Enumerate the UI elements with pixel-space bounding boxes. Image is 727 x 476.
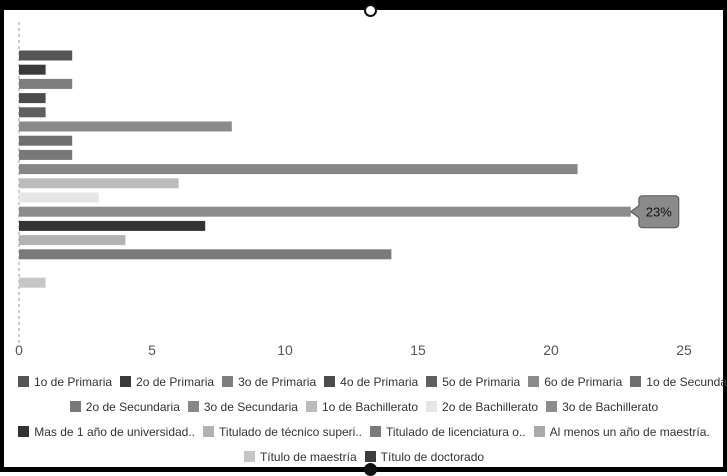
legend-swatch — [630, 376, 642, 387]
legend-swatch — [546, 401, 558, 412]
bar-7[interactable] — [19, 149, 73, 160]
legend-label: 3o de Primaria — [238, 375, 317, 389]
bar-5[interactable] — [19, 121, 232, 132]
legend-label: 4o de Primaria — [340, 375, 419, 389]
legend-label: 6o de Primaria — [544, 375, 623, 389]
bar-0[interactable] — [19, 50, 73, 61]
legend-swatch — [222, 376, 234, 387]
legend-row: Mas de 1 año de universidad.. Titulado de… — [14, 420, 714, 445]
legend-swatch — [426, 376, 438, 387]
bar-11[interactable] — [19, 206, 631, 217]
legend-swatch — [533, 426, 545, 437]
legend-item[interactable]: Título de doctorado — [364, 445, 485, 470]
legend-row: 2o de Secundaria 3o de Secundaria 1o de Ba… — [14, 395, 714, 420]
legend-label: Titulado de licenciatura o.. — [386, 425, 526, 439]
legend-item[interactable]: Título de maestría — [243, 445, 357, 470]
x-tick-label-2: 10 — [277, 342, 293, 358]
bar-3[interactable] — [19, 93, 46, 104]
legend-swatch — [187, 401, 199, 412]
bar-16[interactable] — [19, 277, 46, 288]
legend-swatch — [243, 451, 255, 462]
legend-label: 3o de Secundaria — [203, 400, 298, 414]
legend-label: Mas de 1 año de universidad.. — [34, 425, 196, 439]
legend-swatch — [528, 376, 540, 387]
legend-label: 1o de Secundaria — [646, 375, 727, 389]
legend-label: 1o de Primaria — [34, 375, 113, 389]
x-tick-label-5: 25 — [676, 342, 692, 358]
legend-swatch — [18, 426, 30, 437]
bar-12[interactable] — [19, 220, 206, 231]
legend-item[interactable]: Titulado de técnico superi.. — [203, 420, 362, 445]
legend-item[interactable]: 3o de Secundaria — [187, 395, 298, 420]
bar-9[interactable] — [19, 178, 179, 189]
legend-swatch — [305, 401, 317, 412]
legend-swatch — [18, 376, 29, 387]
legend-swatch — [364, 451, 376, 462]
legend-swatch — [69, 401, 81, 412]
bar-13[interactable] — [19, 235, 126, 246]
legend-item[interactable]: 5o de Primaria — [426, 370, 520, 395]
legend-item[interactable]: Al menos un año de maestría. — [533, 420, 710, 445]
legend-row: 1o de Primaria 2o de Primaria 3o de Primar… — [14, 370, 727, 395]
legend-label: 2o de Secundaria — [85, 400, 180, 414]
legend-item[interactable]: 4o de Primaria — [324, 370, 418, 395]
legend-label: 1o de Bachillerato — [321, 400, 419, 414]
bar-10[interactable] — [19, 192, 99, 203]
bar-14[interactable] — [19, 249, 392, 260]
tooltip-bubble — [629, 195, 680, 229]
legend-label: Al menos un año de maestría. — [549, 425, 710, 439]
legend-label: Titulado de técnico superi.. — [219, 425, 362, 439]
legend-item[interactable]: 1o de Bachillerato — [305, 395, 419, 420]
legend-label: 3o de Bachillerato — [562, 400, 659, 414]
legend-label: Título de doctorado — [380, 450, 485, 464]
legend-item[interactable]: 1o de Secundaria — [630, 370, 727, 395]
x-tick-label-3: 15 — [410, 342, 426, 358]
legend-item[interactable]: 3o de Bachillerato — [546, 395, 658, 420]
legend-item[interactable]: Mas de 1 año de universidad.. — [18, 420, 195, 445]
legend-item[interactable]: 2o de Bachillerato — [426, 395, 538, 420]
tooltip-label: 23% — [646, 205, 672, 220]
bar-8[interactable] — [19, 164, 578, 175]
legend-item[interactable]: 6o de Primaria — [528, 370, 622, 395]
legend-label: 5o de Primaria — [442, 375, 521, 389]
bar-1[interactable] — [19, 64, 46, 75]
bar-4[interactable] — [19, 107, 46, 118]
x-tick-label-4: 20 — [543, 342, 559, 358]
legend-swatch — [426, 401, 438, 412]
legend-label: Título de maestría — [259, 450, 357, 464]
legend-swatch — [203, 426, 215, 437]
legend-row: Título de maestría Título de doctorado — [14, 445, 714, 470]
legend-swatch — [370, 426, 381, 437]
bar-6[interactable] — [19, 135, 73, 146]
legend-item[interactable]: Titulado de licenciatura o.. — [370, 420, 526, 445]
legend-label: 2o de Bachillerato — [442, 400, 539, 414]
chart-legend: 1o de Primaria 2o de Primaria 3o de Primar… — [14, 370, 727, 470]
legend-item[interactable]: 2o de Primaria — [120, 370, 214, 395]
legend-swatch — [324, 376, 336, 387]
legend-label: 2o de Primaria — [136, 375, 215, 389]
x-tick-label-1: 5 — [148, 342, 156, 358]
x-tick-label-0: 0 — [15, 342, 23, 358]
top-handle-icon — [364, 4, 377, 17]
bar-2[interactable] — [19, 78, 73, 89]
legend-swatch — [120, 376, 132, 387]
tooltip: 23% — [629, 195, 680, 229]
legend-item[interactable]: 1o de Primaria — [18, 370, 112, 395]
legend-item[interactable]: 3o de Primaria — [222, 370, 316, 395]
legend-item[interactable]: 2o de Secundaria — [69, 395, 180, 420]
